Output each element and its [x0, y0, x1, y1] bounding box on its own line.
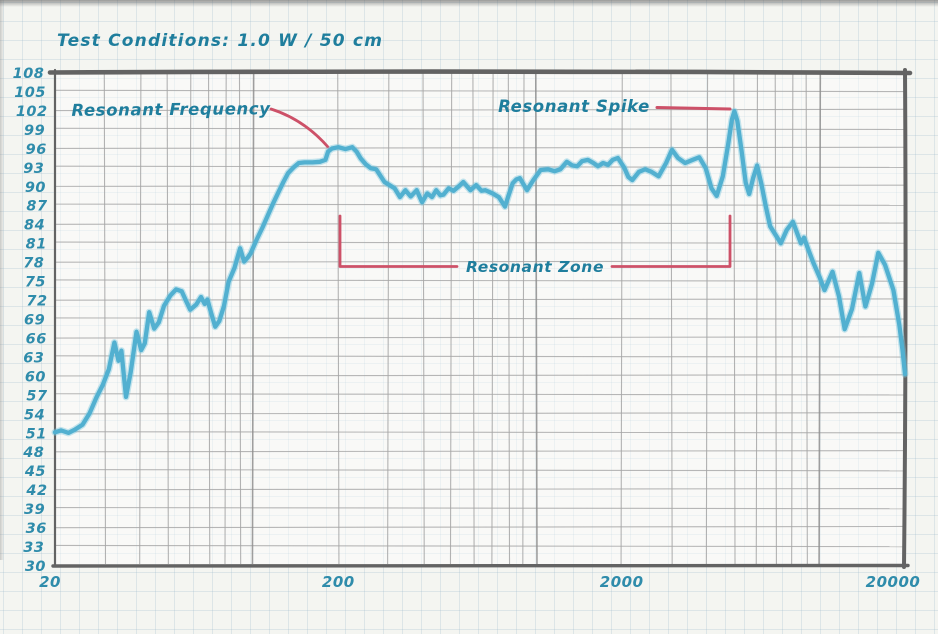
x-tick-label: 20	[39, 573, 61, 591]
v-gridline	[818, 72, 822, 565]
v-gridline	[238, 72, 242, 565]
v-gridline	[422, 72, 425, 565]
h-gridline	[55, 355, 905, 358]
h-gridline	[55, 336, 905, 339]
v-gridline	[208, 72, 211, 565]
plot-border-top	[47, 69, 913, 76]
y-tick-label: 57	[26, 388, 48, 404]
plot-border-right	[902, 68, 908, 569]
h-gridline	[55, 374, 905, 377]
v-gridline	[449, 72, 453, 565]
h-gridline	[55, 393, 905, 396]
v-gridline	[805, 72, 808, 565]
h-gridline	[55, 127, 905, 131]
y-tick-label: 81	[26, 237, 47, 253]
v-gridline	[774, 72, 777, 565]
h-gridline	[55, 222, 905, 225]
v-gridline	[224, 72, 227, 565]
resonant-frequency-pointer-line	[269, 107, 330, 149]
annotation-resonant-frequency: Resonant Frequency	[71, 99, 271, 120]
v-gridline	[251, 72, 255, 565]
v-gridline	[103, 72, 107, 565]
h-gridline	[55, 317, 905, 320]
h-gridline	[55, 506, 905, 510]
y-tick-label: 30	[25, 559, 46, 575]
h-gridline	[55, 203, 905, 206]
h-gridline	[55, 108, 905, 112]
y-tick-label: 66	[26, 331, 47, 347]
y-tick-label: 102	[16, 104, 48, 120]
v-gridline	[522, 72, 525, 565]
v-gridline	[189, 72, 192, 565]
v-gridline	[791, 72, 794, 565]
y-tick-label: 78	[23, 256, 44, 272]
y-tick-label: 75	[25, 275, 46, 291]
v-gridline	[491, 72, 494, 565]
y-tick-label: 45	[24, 464, 46, 480]
chart-title: Test Conditions: 1.0 W / 50 cm	[57, 31, 384, 51]
h-gridline	[55, 89, 905, 93]
v-gridline	[507, 72, 511, 565]
y-tick-label: 72	[26, 294, 47, 310]
h-gridline	[55, 146, 905, 149]
v-gridline	[620, 72, 623, 565]
y-tick-label: 60	[25, 369, 46, 385]
y-tick-label: 105	[14, 85, 46, 101]
v-gridline	[733, 72, 736, 565]
y-tick-label: 33	[23, 540, 44, 556]
v-gridline	[387, 72, 390, 565]
v-gridline	[139, 72, 142, 565]
v-gridline	[166, 72, 169, 565]
x-tick-label: 200	[322, 573, 355, 591]
h-gridline	[55, 488, 905, 491]
h-gridline	[55, 412, 905, 415]
response-curve	[52, 109, 908, 436]
y-tick-label: 108	[13, 66, 45, 82]
y-tick-label: 39	[24, 502, 45, 518]
v-gridline	[705, 72, 709, 565]
v-gridline	[337, 72, 340, 565]
y-tick-label: 36	[26, 521, 47, 537]
plot-border-bottom	[51, 563, 910, 569]
v-gridline	[472, 72, 475, 565]
y-tick-label: 99	[24, 123, 45, 139]
y-tick-label: 42	[25, 483, 47, 499]
v-gridline	[755, 72, 759, 565]
h-gridline	[55, 279, 905, 282]
y-tick-label: 96	[26, 142, 47, 158]
y-tick-label: 48	[22, 445, 44, 461]
y-tick-label: 69	[24, 313, 45, 329]
y-tick-label: 63	[23, 350, 44, 366]
v-gridline	[534, 72, 538, 565]
h-gridline	[55, 544, 905, 548]
h-gridline	[55, 431, 905, 434]
annotation-resonant-zone: Resonant Zone	[465, 258, 605, 276]
y-tick-label: 84	[24, 218, 45, 234]
h-gridline	[55, 241, 905, 244]
x-tick-label: 2000	[600, 573, 644, 591]
h-gridline	[55, 469, 905, 472]
y-tick-label: 90	[25, 180, 46, 196]
y-tick-label: 93	[23, 161, 44, 177]
y-tick-label: 51	[26, 426, 47, 442]
resonant-zone-bracket	[338, 214, 732, 268]
resonant-spike-pointer-line	[655, 106, 732, 111]
h-gridline	[55, 165, 905, 168]
y-tick-label: 54	[24, 407, 45, 423]
h-gridline	[55, 260, 905, 263]
h-gridline	[55, 525, 905, 529]
x-tick-label: 20000	[866, 573, 921, 591]
annotation-resonant-spike: Resonant Spike	[498, 97, 650, 116]
h-gridline	[55, 450, 905, 453]
y-tick-label: 87	[26, 199, 48, 215]
